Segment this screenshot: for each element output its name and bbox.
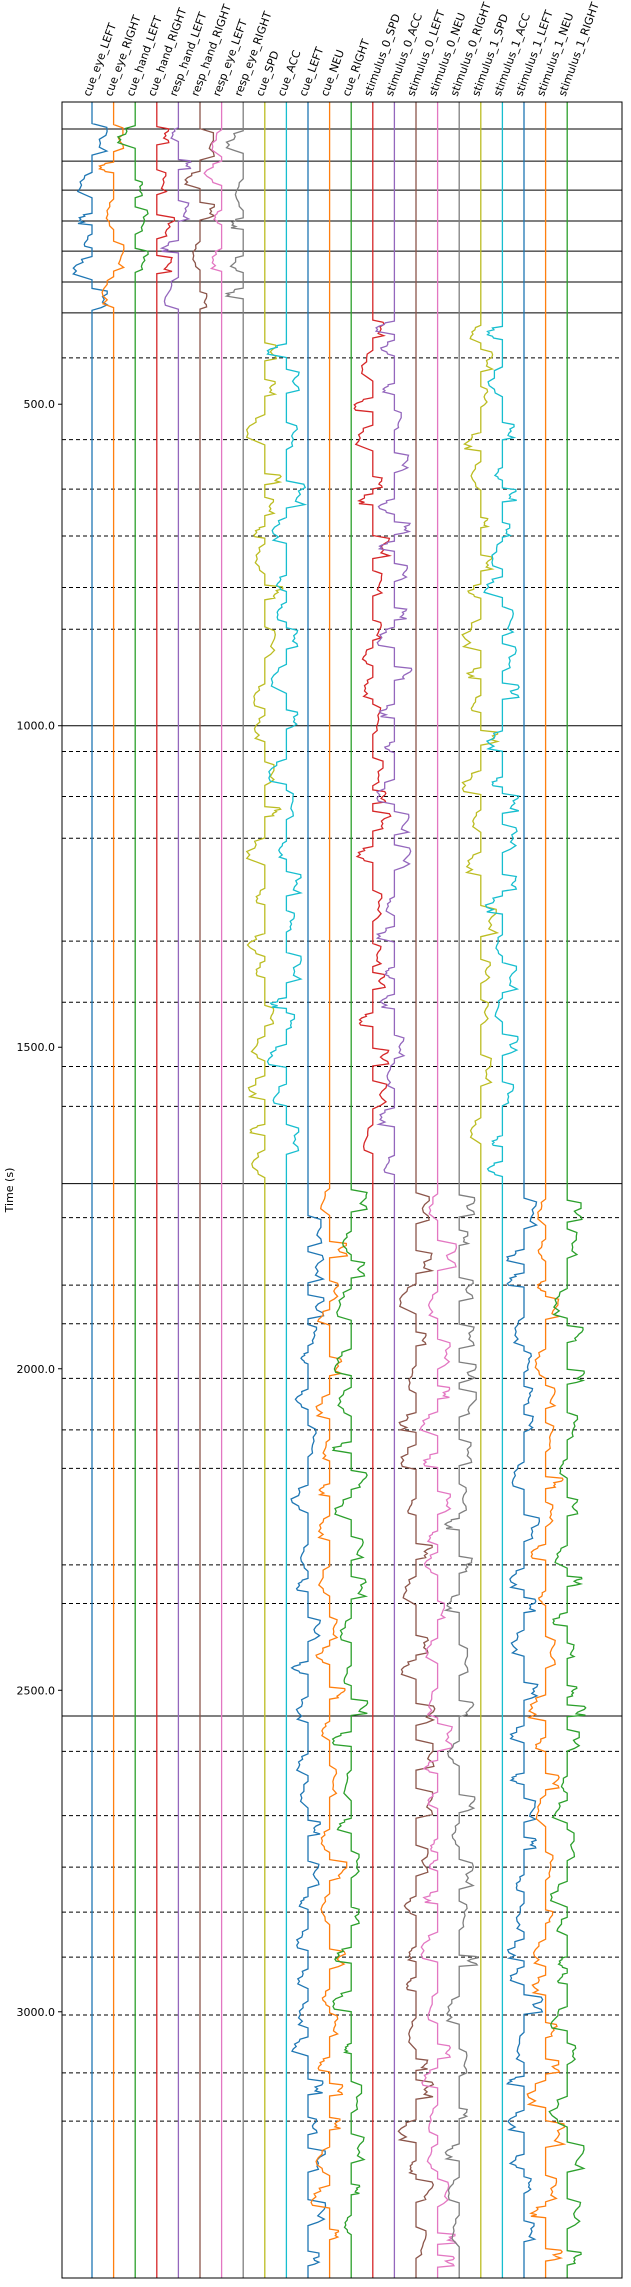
channel-trace <box>98 102 126 2278</box>
channel-trace <box>224 102 244 2278</box>
channel-trace <box>72 102 109 2278</box>
channel-trace <box>331 102 369 2278</box>
y-tick-label: 2500.0 <box>17 1684 56 1697</box>
plot-frame <box>61 101 623 2279</box>
channel-traces <box>72 102 587 2278</box>
channel-trace <box>266 102 308 2278</box>
channel-trace <box>183 102 216 2278</box>
channel-trace <box>548 102 587 2278</box>
y-tick-label: 1500.0 <box>17 1041 56 1054</box>
y-axis-label: Time (s) <box>3 1168 16 1214</box>
y-axis: 500.0 1000.0 1500.0 2000.0 2500.0 3000.0 <box>17 398 62 2019</box>
channel-trace <box>374 102 413 2278</box>
channel-trace <box>419 102 458 2278</box>
channel-trace <box>245 102 284 2278</box>
channel-trace <box>116 102 149 2278</box>
y-tick-label: 1000.0 <box>17 720 56 733</box>
channel-trace <box>397 102 436 2278</box>
channel-trace <box>159 102 192 2278</box>
segment-dividers <box>62 128 622 2122</box>
channel-trace <box>505 102 544 2278</box>
y-tick-label: 3000.0 <box>17 2006 56 2019</box>
channel-trace <box>443 102 479 2278</box>
channel-trace <box>526 102 567 2278</box>
channel-trace <box>156 102 176 2278</box>
channel-labels: cue_eye_LEFTcue_eye_RIGHTcue_hand_LEFTcu… <box>81 0 602 98</box>
channel-trace <box>290 102 327 2278</box>
channel-trace <box>461 102 501 2278</box>
y-tick-label: 2000.0 <box>17 1363 56 1376</box>
channel-trace <box>203 102 223 2278</box>
y-tick-label: 500.0 <box>24 398 56 411</box>
channel-trace <box>483 102 520 2278</box>
channel-trace <box>353 102 392 2278</box>
